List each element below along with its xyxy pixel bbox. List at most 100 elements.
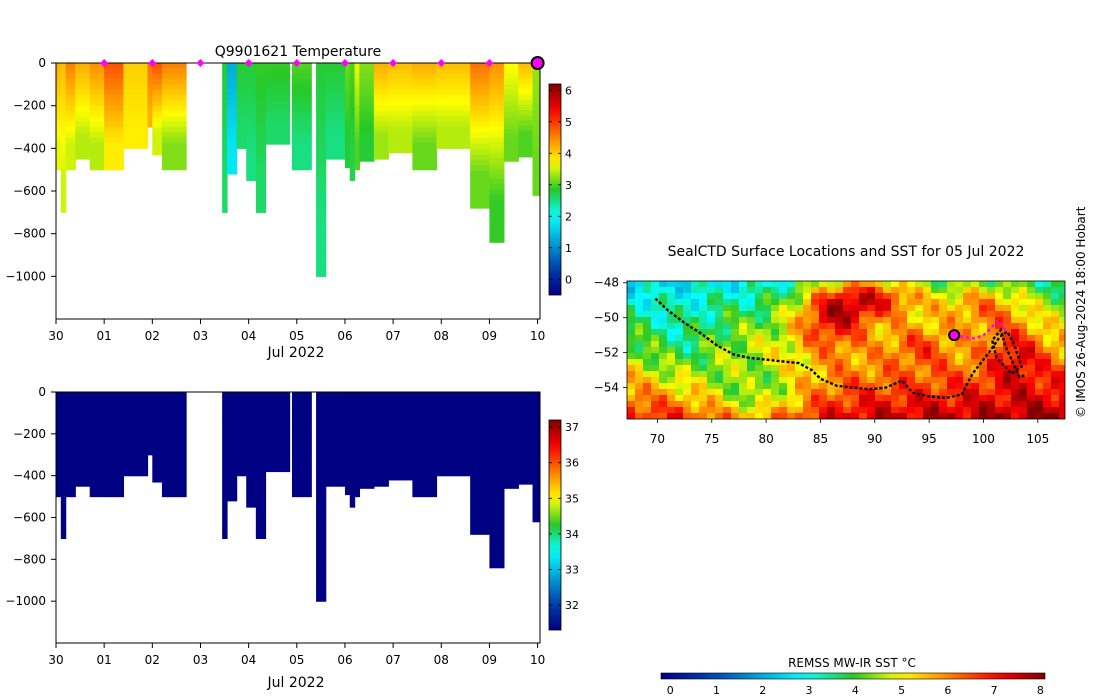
sst-cell bbox=[739, 329, 748, 336]
heatmap-cell bbox=[236, 127, 247, 133]
heatmap-cell bbox=[104, 428, 125, 435]
heatmap-cell bbox=[532, 184, 540, 191]
y-tick-label: −400 bbox=[13, 469, 46, 483]
sst-cell bbox=[731, 347, 740, 354]
heatmap-cell bbox=[104, 486, 125, 492]
heatmap-cell bbox=[65, 164, 76, 171]
heatmap-cell bbox=[489, 215, 505, 222]
sst-cell bbox=[1003, 341, 1012, 348]
sst-cell bbox=[931, 335, 940, 342]
sst-cell bbox=[787, 317, 796, 324]
x-tick-label: 01 bbox=[97, 653, 112, 667]
heatmap-cell bbox=[161, 84, 187, 91]
sst-cell bbox=[875, 287, 884, 294]
temperature-y-axis: 0−200−400−600−800−1000 bbox=[5, 56, 56, 283]
heatmap-cell bbox=[104, 132, 125, 139]
sst-cell bbox=[1027, 407, 1036, 414]
heatmap-cell bbox=[359, 392, 375, 398]
sst-cell bbox=[683, 407, 692, 414]
heatmap-cell bbox=[344, 397, 351, 403]
heatmap-cell bbox=[60, 527, 67, 534]
heatmap-cell bbox=[532, 412, 540, 419]
sst-cell bbox=[635, 389, 644, 396]
heatmap-cell bbox=[388, 73, 413, 80]
sst-cell bbox=[963, 305, 972, 312]
sst-cell bbox=[979, 365, 988, 372]
sst-cell bbox=[923, 317, 932, 324]
heatmap-cell bbox=[503, 73, 519, 80]
sst-cell bbox=[779, 407, 788, 414]
heatmap-cell bbox=[489, 152, 505, 159]
heatmap-cell bbox=[412, 407, 438, 414]
sst-cell bbox=[843, 293, 852, 300]
heatmap-cell bbox=[89, 470, 105, 477]
heatmap-cell bbox=[226, 407, 238, 414]
heatmap-cell bbox=[60, 533, 67, 540]
sst-cell bbox=[891, 365, 900, 372]
sst-cell bbox=[731, 287, 740, 294]
heatmap-cell bbox=[65, 454, 76, 461]
sst-cell bbox=[739, 359, 748, 366]
sst-cell bbox=[627, 299, 636, 306]
sst-cell bbox=[923, 341, 932, 348]
sst-cell bbox=[787, 335, 796, 342]
sst-cell bbox=[971, 287, 980, 294]
sst-cell bbox=[651, 305, 660, 312]
sst-cell bbox=[915, 347, 924, 354]
heatmap-cell bbox=[255, 105, 267, 112]
heatmap-cell bbox=[344, 151, 351, 158]
heatmap-cell bbox=[470, 523, 491, 530]
sst-cell bbox=[907, 407, 916, 414]
sst-cell bbox=[899, 311, 908, 318]
sst-cell bbox=[915, 407, 924, 414]
heatmap-cell bbox=[354, 84, 361, 91]
sst-cell bbox=[915, 329, 924, 336]
sst-cell bbox=[1035, 311, 1044, 318]
profile-column bbox=[344, 392, 351, 496]
sst-cell bbox=[747, 377, 756, 384]
sst-cell bbox=[715, 359, 724, 366]
sst-cell bbox=[667, 371, 676, 378]
sst-cell bbox=[1051, 323, 1060, 330]
sst-cell bbox=[987, 389, 996, 396]
heatmap-cell bbox=[373, 397, 389, 404]
sst-cell bbox=[795, 287, 804, 294]
sst-cell bbox=[891, 299, 900, 306]
sst-cell bbox=[819, 371, 828, 378]
heatmap-cell bbox=[316, 512, 327, 519]
sst-cell bbox=[931, 329, 940, 336]
sst-cell bbox=[1011, 413, 1020, 419]
heatmap-cell bbox=[373, 465, 389, 472]
sst-cell bbox=[819, 383, 828, 390]
heatmap-cell bbox=[354, 470, 361, 477]
heatmap-cell bbox=[104, 89, 125, 96]
sst-cell bbox=[827, 401, 836, 408]
sst-cell bbox=[683, 329, 692, 336]
heatmap-cell bbox=[518, 432, 534, 439]
sst-cell bbox=[715, 407, 724, 414]
heatmap-cell bbox=[152, 466, 163, 472]
heatmap-cell bbox=[123, 402, 149, 409]
heatmap-cell bbox=[65, 95, 76, 101]
heatmap-cell bbox=[60, 68, 67, 75]
sst-cell bbox=[651, 335, 660, 342]
heatmap-cell bbox=[489, 200, 505, 206]
heatmap-cell bbox=[354, 100, 361, 107]
heatmap-cell bbox=[104, 111, 125, 117]
heatmap-cell bbox=[359, 79, 375, 86]
sst-cell bbox=[755, 359, 764, 366]
sst-cell bbox=[891, 371, 900, 378]
sst-cell bbox=[1027, 305, 1036, 312]
heatmap-cell bbox=[470, 89, 491, 96]
heatmap-cell bbox=[60, 501, 67, 508]
heatmap-cell bbox=[265, 460, 291, 467]
heatmap-cell bbox=[532, 480, 540, 486]
sst-cell bbox=[875, 365, 884, 372]
heatmap-cell bbox=[325, 439, 346, 445]
sst-cell bbox=[819, 353, 828, 360]
heatmap-cell bbox=[354, 68, 361, 75]
sst-cell bbox=[1003, 335, 1012, 342]
heatmap-cell bbox=[152, 407, 163, 414]
sst-cell bbox=[779, 413, 788, 419]
heatmap-cell bbox=[436, 433, 471, 440]
